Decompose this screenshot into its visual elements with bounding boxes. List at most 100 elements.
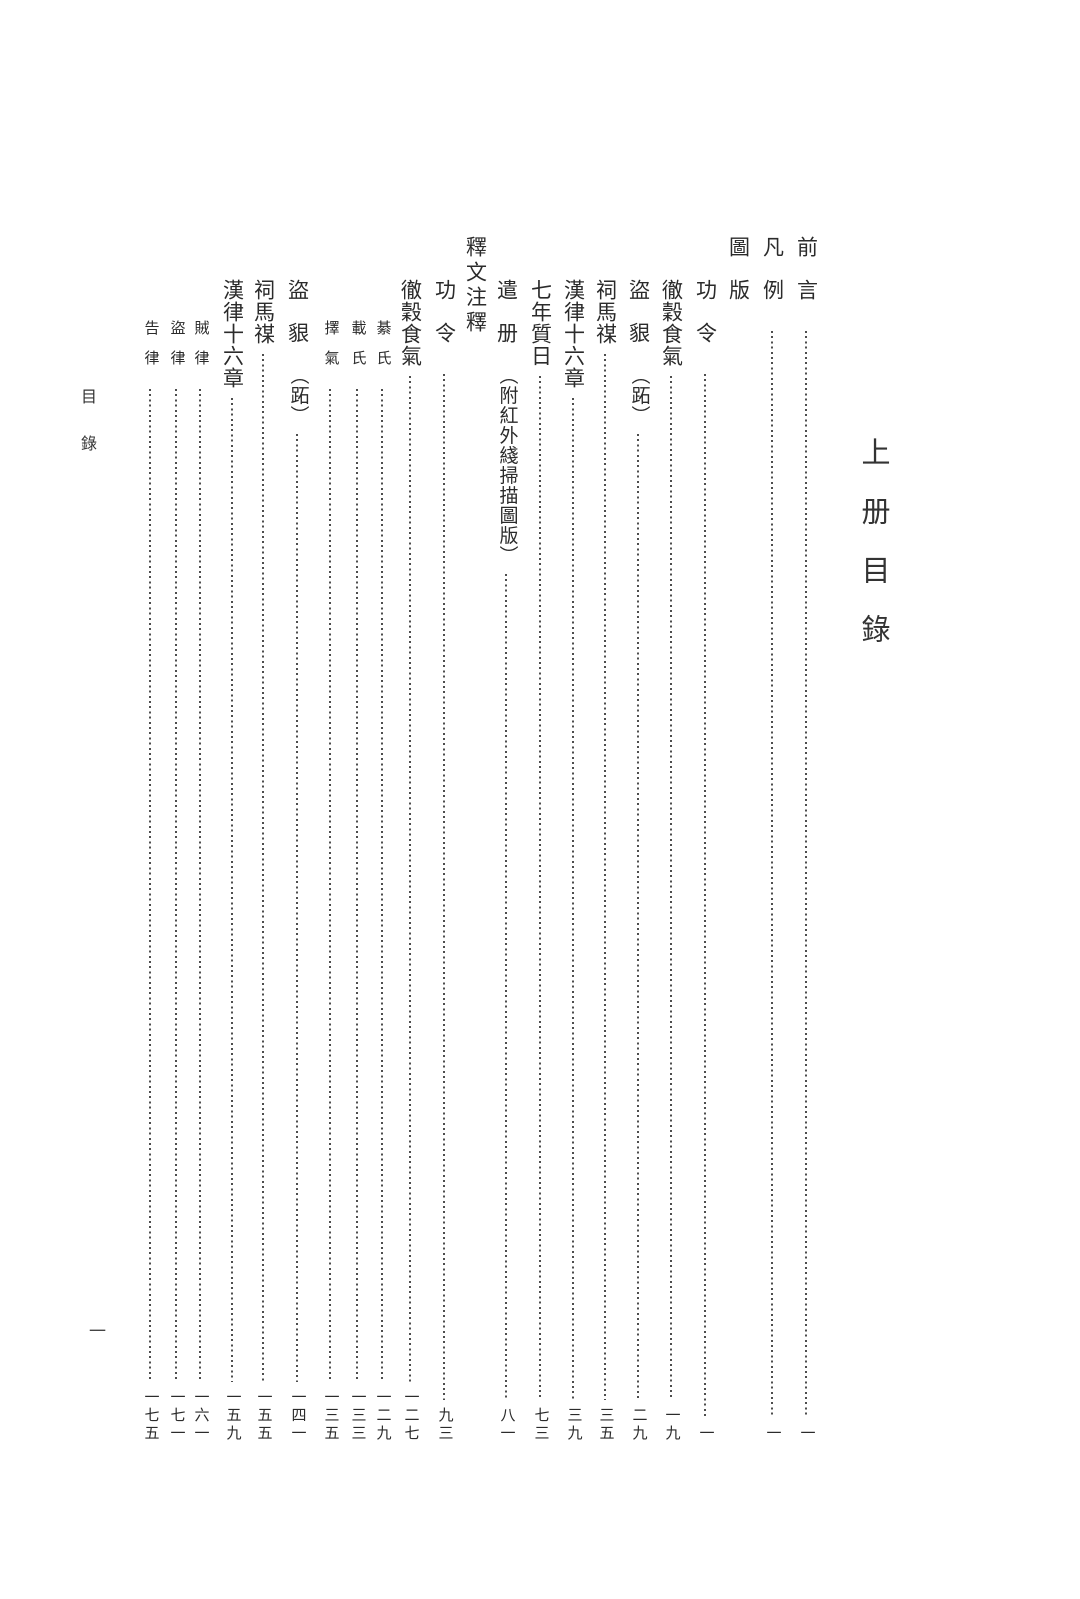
entry-title-text: 盜貇: [626, 279, 651, 366]
entry-title-text: 告律: [142, 320, 159, 380]
entry-title-text: 徹穀食氣: [398, 279, 423, 367]
entry-title-text: 漢律十六章: [220, 279, 245, 389]
dotted-leader: [572, 398, 574, 1400]
entry-title-text: 綦氏: [374, 320, 391, 380]
entry-title: 前言: [794, 236, 819, 323]
dotted-leader: [199, 389, 201, 1382]
toc-entry: 漢律十六章 三九: [556, 279, 590, 1443]
entry-title: 盜貇（跖）: [626, 279, 651, 426]
toc-sub-entry: 載氏 一三三: [342, 320, 372, 1443]
entry-title: 祠馬禖: [251, 279, 276, 345]
toc-entry: 祠馬禖 一五五: [246, 279, 280, 1443]
entry-title-text: 七年質日: [528, 279, 553, 367]
toc-entry: 盜貇（跖） 一四一: [280, 279, 314, 1443]
page-number: 一六一: [192, 1389, 209, 1443]
page-number: 一四一: [289, 1389, 306, 1443]
entry-title-text: 盜貇: [285, 279, 310, 366]
page-number: 八一: [498, 1407, 515, 1443]
toc-section-header: 圖版: [721, 236, 755, 322]
page-number: 二九: [630, 1407, 647, 1443]
dotted-leader: [381, 389, 383, 1382]
dotted-leader: [539, 376, 541, 1400]
dotted-leader: [637, 434, 639, 1400]
entry-title: 釋文注釋: [463, 236, 488, 336]
entry-title: 載氏: [349, 320, 366, 380]
entry-title-text: 擇氣: [322, 320, 339, 380]
toc-sub-entry: 賊律 一六一: [185, 320, 215, 1443]
dotted-leader: [704, 374, 706, 1418]
entry-title-text: 圖版: [726, 236, 751, 323]
entry-title: 賊律: [192, 320, 209, 380]
page-number: 九三: [436, 1407, 453, 1443]
entry-title-note: （跖）: [287, 365, 309, 426]
dotted-leader: [805, 331, 807, 1418]
dotted-leader: [149, 389, 151, 1382]
entry-title-text: 賊律: [192, 320, 209, 380]
page-number: 一五九: [224, 1389, 241, 1443]
dotted-leader: [262, 354, 264, 1382]
entry-title: 漢律十六章: [561, 279, 586, 389]
toc-entry: 徹穀食氣 一九: [654, 279, 688, 1443]
dotted-leader: [231, 398, 233, 1382]
entry-title: 綦氏: [374, 320, 391, 380]
entry-title: 漢律十六章: [220, 279, 245, 389]
entry-title-text: 前言: [794, 236, 819, 323]
entry-title: 告律: [142, 320, 159, 380]
entry-title-note: （跖）: [628, 365, 650, 426]
running-header: 目錄: [78, 388, 95, 482]
entry-title: 凡例: [760, 236, 785, 323]
dotted-leader: [604, 354, 606, 1400]
toc-sub-entry: 擇氣 一三五: [315, 320, 345, 1443]
entry-title-text: 遣册: [494, 279, 519, 366]
entry-title: 徹穀食氣: [659, 279, 684, 367]
dotted-leader: [409, 376, 411, 1382]
entry-title-text: 祠馬禖: [251, 279, 276, 345]
page-number: 一九: [663, 1407, 680, 1443]
dotted-leader: [296, 434, 298, 1382]
page-number: 一五五: [255, 1389, 272, 1443]
entry-title-text: 釋文注釋: [463, 236, 488, 336]
page-number: 七三: [532, 1407, 549, 1443]
entry-title: 圖版: [726, 236, 751, 323]
entry-title: 功令: [432, 279, 457, 366]
entry-title-text: 功令: [693, 279, 718, 366]
entry-title-text: 功令: [432, 279, 457, 366]
toc-section-header: 釋文注釋: [458, 236, 492, 336]
page-number: 一七一: [168, 1389, 185, 1443]
entry-title-text: 凡例: [760, 236, 785, 323]
page-number: 一三五: [322, 1389, 339, 1443]
entry-title: 擇氣: [322, 320, 339, 380]
toc-entry: 漢律十六章 一五九: [215, 279, 249, 1443]
toc-entry: 七年質日 七三: [523, 279, 557, 1443]
entry-title: 盜律: [169, 320, 185, 380]
entry-title: 功令: [693, 279, 718, 366]
dotted-leader: [329, 389, 331, 1382]
folio-number: 一: [86, 1322, 105, 1339]
toc-entry: 功令 九三: [427, 279, 461, 1443]
page-number: 一: [764, 1425, 781, 1443]
entry-title: 遣册（附紅外綫掃描圖版）: [494, 279, 519, 566]
page-number: 一二七: [402, 1389, 419, 1443]
page-number: 三五: [597, 1407, 614, 1443]
toc-entry: 功令一: [688, 279, 722, 1443]
volume-title: 上册目錄: [857, 437, 889, 673]
entry-title: 徹穀食氣: [398, 279, 423, 367]
toc-entry: 遣册（附紅外綫掃描圖版） 八一: [489, 279, 523, 1443]
dotted-leader: [443, 374, 445, 1400]
dotted-leader: [771, 331, 773, 1418]
dotted-leader: [356, 389, 358, 1382]
page-number: 一二九: [374, 1389, 391, 1443]
entry-title-note: （附紅外綫掃描圖版）: [496, 365, 518, 566]
page-number: 一: [697, 1425, 714, 1443]
entry-title: 盜貇（跖）: [285, 279, 310, 426]
page-number: 一三三: [349, 1389, 366, 1443]
entry-title-text: 載氏: [349, 320, 366, 380]
toc-entry: 前言一: [789, 236, 823, 1443]
toc-entry: 凡例一: [755, 236, 789, 1443]
entry-title-text: 徹穀食氣: [659, 279, 684, 367]
toc-sub-entry: 告律 一七五: [135, 320, 165, 1443]
entry-title: 七年質日: [528, 279, 553, 367]
entry-title-text: 漢律十六章: [561, 279, 586, 389]
dotted-leader: [175, 389, 177, 1382]
entry-title-text: 祠馬禖: [593, 279, 618, 345]
